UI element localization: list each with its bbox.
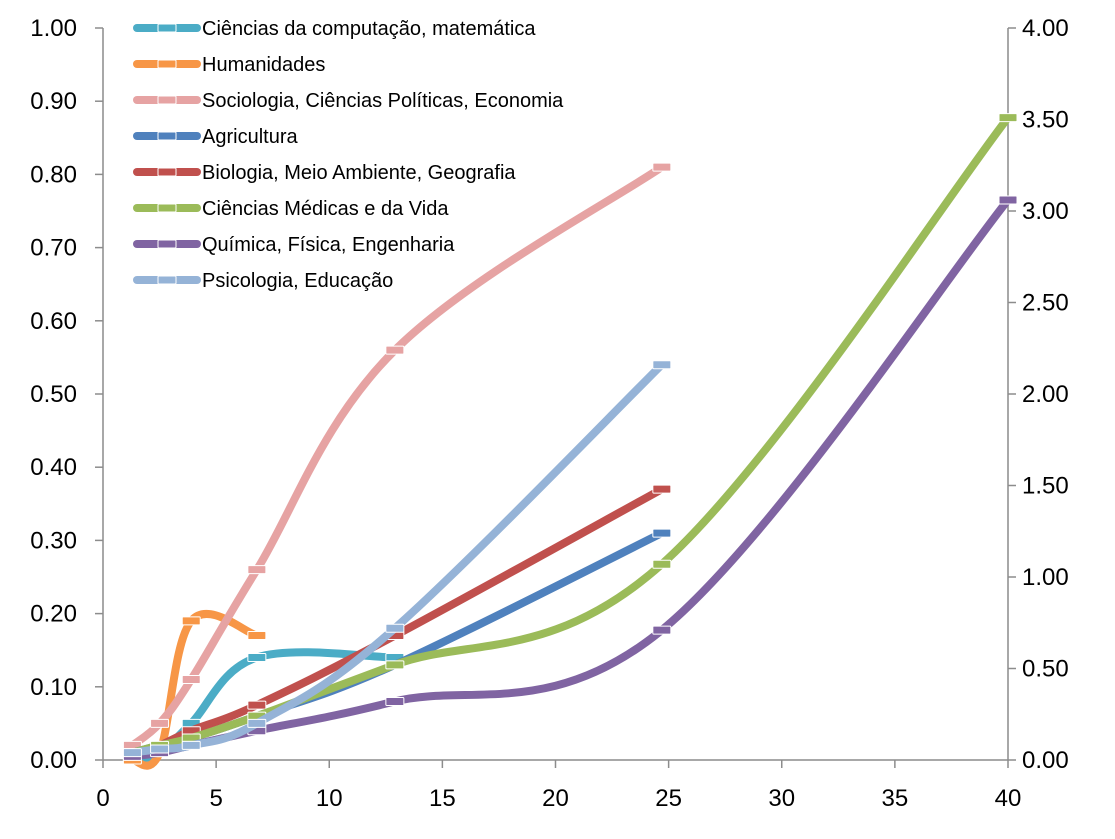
legend-swatch-marker xyxy=(157,131,177,141)
x-tick-label: 40 xyxy=(995,785,1022,812)
data-point-marker xyxy=(652,162,672,172)
legend-label: Humanidades xyxy=(202,54,325,76)
y-right-tick-label: 2.50 xyxy=(1022,290,1069,317)
data-point-marker xyxy=(998,113,1018,123)
data-point-marker xyxy=(652,360,672,370)
legend-label: Ciências Médicas e da Vida xyxy=(202,198,449,220)
data-point-marker xyxy=(652,625,672,635)
legend-item: Ciências da computação, matemática xyxy=(133,18,536,40)
x-tick-label: 20 xyxy=(542,785,569,812)
legend-item: Agricultura xyxy=(133,126,298,148)
y-right-tick-label: 0.00 xyxy=(1022,747,1069,774)
legend-label: Agricultura xyxy=(202,126,298,148)
series-7 xyxy=(122,360,672,758)
legend-swatch-marker xyxy=(157,203,177,213)
y-left-tick-label: 0.10 xyxy=(30,674,77,701)
legend-item: Psicologia, Educação xyxy=(133,270,393,292)
y-left-tick-label: 0.50 xyxy=(30,381,77,408)
data-point-marker xyxy=(385,696,405,706)
y-right-tick-label: 1.50 xyxy=(1022,473,1069,500)
data-point-marker xyxy=(652,484,672,494)
data-point-marker xyxy=(385,660,405,670)
data-point-marker xyxy=(385,623,405,633)
y-right-tick-label: 2.00 xyxy=(1022,381,1069,408)
y-left-tick-label: 0.40 xyxy=(30,454,77,481)
legend-swatch-marker xyxy=(157,59,177,69)
y-right-tick-label: 3.50 xyxy=(1022,107,1069,134)
data-point-marker xyxy=(150,744,170,754)
data-point-marker xyxy=(181,740,201,750)
y-right-tick-label: 3.00 xyxy=(1022,198,1069,225)
y-left-tick-label: 0.20 xyxy=(30,601,77,628)
legend-item: Ciências Médicas e da Vida xyxy=(133,198,449,220)
legend-item: Humanidades xyxy=(133,54,325,76)
y-left-tick-label: 1.00 xyxy=(30,15,77,42)
data-point-marker xyxy=(652,528,672,538)
legend-item: Sociologia, Ciências Políticas, Economia xyxy=(133,90,564,112)
x-tick-label: 15 xyxy=(429,785,456,812)
data-point-marker xyxy=(652,559,672,569)
y-right-tick-label: 1.00 xyxy=(1022,564,1069,591)
legend-label: Biologia, Meio Ambiente, Geografia xyxy=(202,162,516,184)
x-tick-label: 25 xyxy=(655,785,682,812)
data-point-marker xyxy=(181,674,201,684)
data-point-marker xyxy=(998,195,1018,205)
legend: Ciências da computação, matemática Humani… xyxy=(133,18,564,292)
x-tick-label: 35 xyxy=(882,785,909,812)
legend-swatch-marker xyxy=(157,239,177,249)
data-point-marker xyxy=(247,565,267,575)
data-point-marker xyxy=(247,631,267,641)
x-tick-label: 0 xyxy=(96,785,109,812)
data-point-marker xyxy=(247,653,267,663)
series-line xyxy=(128,163,666,750)
y-left-tick-label: 0.30 xyxy=(30,527,77,554)
legend-label: Ciências da computação, matemática xyxy=(202,18,536,40)
data-point-marker xyxy=(181,616,201,626)
y-left-tick-label: 0.00 xyxy=(30,747,77,774)
data-point-marker xyxy=(247,700,267,710)
series-lines xyxy=(122,113,1018,770)
data-point-marker xyxy=(150,718,170,728)
y-right-tick-label: 0.50 xyxy=(1022,656,1069,683)
legend-swatch-marker xyxy=(157,167,177,177)
legend-label: Psicologia, Educação xyxy=(202,270,393,292)
x-tick-label: 10 xyxy=(316,785,343,812)
legend-item: Biologia, Meio Ambiente, Geografia xyxy=(133,162,516,184)
legend-swatch-marker xyxy=(157,95,177,105)
data-point-marker xyxy=(385,345,405,355)
axes: 0.00 0.10 0.20 0.30 0.40 0.50 0.60 0.70 0.80 0.90… xyxy=(30,15,1068,812)
x-tick-label: 30 xyxy=(768,785,795,812)
y-left-tick-label: 0.60 xyxy=(30,308,77,335)
legend-item: Química, Física, Engenharia xyxy=(133,234,455,256)
y-left-tick-label: 0.70 xyxy=(30,235,77,262)
y-right-tick-label: 4.00 xyxy=(1022,15,1069,42)
legend-swatch-marker xyxy=(157,275,177,285)
legend-label: Sociologia, Ciências Políticas, Economia xyxy=(202,90,564,112)
data-point-marker xyxy=(247,718,267,728)
x-tick-label: 5 xyxy=(209,785,222,812)
data-point-marker xyxy=(122,748,142,758)
legend-swatch-marker xyxy=(157,23,177,33)
y-left-tick-label: 0.90 xyxy=(30,88,77,115)
legend-label: Química, Física, Engenharia xyxy=(202,234,455,256)
y-left-tick-label: 0.80 xyxy=(30,161,77,188)
